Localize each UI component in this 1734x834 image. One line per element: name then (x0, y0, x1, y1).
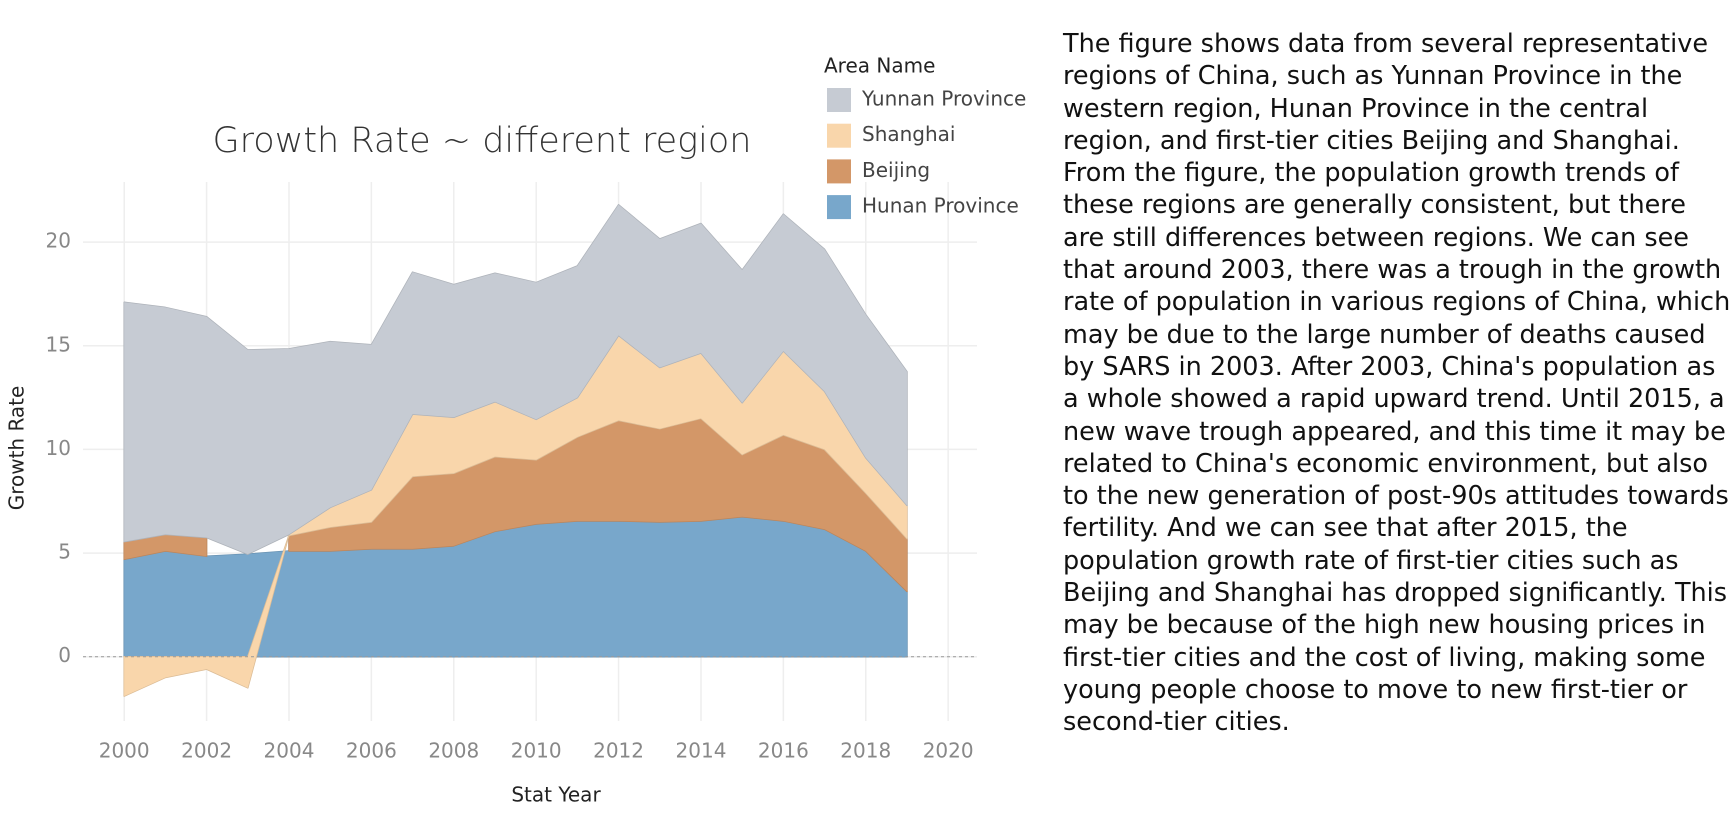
chart: Growth Rate ~ different region Stat Year… (5, 54, 1027, 807)
legend-title: Area Name (824, 54, 935, 78)
area-fill (124, 204, 907, 555)
x-tick-label: 2020 (923, 739, 974, 763)
y-tick-label: 15 (46, 332, 71, 356)
area-fill (124, 335, 907, 697)
legend-swatch (827, 195, 851, 220)
x-tick-label: 2006 (346, 739, 397, 763)
legend-label: Shanghai (862, 122, 956, 146)
x-tick-label: 2012 (593, 739, 644, 763)
y-tick-label: 10 (46, 436, 71, 460)
x-axis-title: Stat Year (511, 783, 601, 807)
area-fill (124, 516, 907, 657)
x-tick-label: 2000 (99, 739, 150, 763)
x-tick-label: 2008 (428, 739, 479, 763)
x-tick-label: 2004 (264, 739, 315, 763)
x-tick-label: 2016 (758, 739, 809, 763)
legend-swatch (827, 88, 851, 112)
legend-label: Yunnan Province (861, 87, 1026, 111)
x-tick-label: 2018 (840, 739, 891, 763)
x-tick-label: 2014 (676, 739, 727, 763)
y-tick-label: 20 (46, 229, 71, 253)
x-tick-label: 2010 (511, 739, 562, 763)
area-fill (124, 418, 907, 592)
x-tick-label: 2002 (181, 739, 232, 763)
description: The figure shows data from several repre… (1063, 29, 1731, 738)
legend-label: Beijing (862, 158, 930, 182)
y-axis-title: Growth Rate (5, 386, 29, 511)
chart-title: Growth Rate ~ different region (213, 121, 752, 161)
y-tick-label: 0 (58, 643, 71, 667)
legend-swatch (827, 159, 851, 184)
legend-label: Hunan Province (862, 194, 1019, 218)
y-tick-label: 5 (58, 540, 71, 564)
legend-swatch (827, 123, 851, 148)
